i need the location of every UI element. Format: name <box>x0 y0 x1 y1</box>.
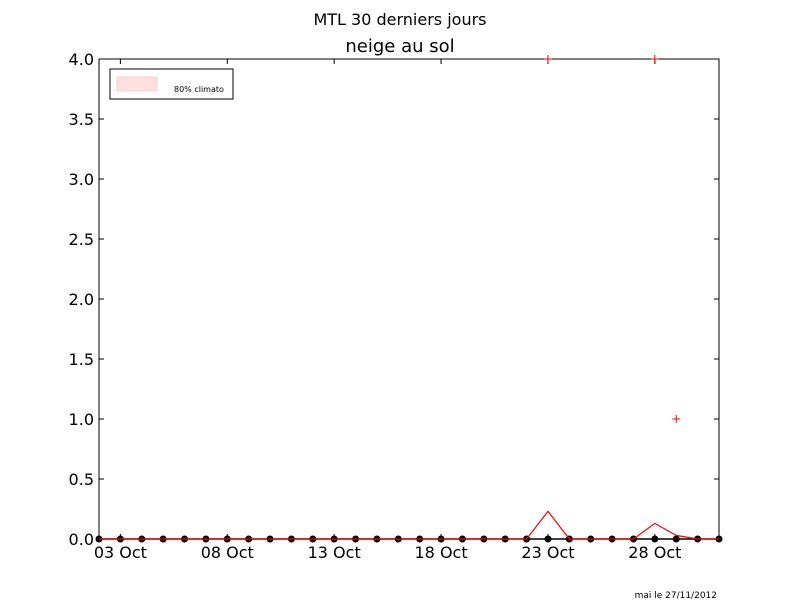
x-tick-label: 13 Oct <box>308 543 361 562</box>
observed-point <box>651 535 659 543</box>
chart-suptitle: MTL 30 derniers jours <box>313 10 487 29</box>
plot-frame <box>98 58 720 540</box>
y-tick-label: 3.0 <box>69 170 94 189</box>
x-tick-label: 08 Oct <box>201 543 254 562</box>
x-tick-label: 18 Oct <box>415 543 468 562</box>
extreme-marker <box>672 415 681 423</box>
observed-point <box>672 535 680 543</box>
y-tick-label: 2.5 <box>69 230 94 249</box>
y-tick-label: 0.0 <box>69 530 94 549</box>
y-tick-label: 4.0 <box>69 50 94 69</box>
y-tick-label: 1.0 <box>69 410 94 429</box>
footer-timestamp: mai le 27/11/2012 <box>634 591 717 601</box>
series-layer <box>95 55 723 543</box>
climato-line <box>99 510 719 540</box>
extreme-marker <box>543 55 552 63</box>
observed-point <box>544 535 552 543</box>
legend-swatch <box>116 76 158 92</box>
chart-title: neige au sol <box>345 36 455 57</box>
x-tick-label: 23 Oct <box>521 543 574 562</box>
extreme-marker <box>650 55 659 63</box>
y-tick-label: 2.0 <box>69 290 94 309</box>
x-tick-label: 28 Oct <box>628 543 681 562</box>
y-tick-label: 0.5 <box>69 470 94 489</box>
legend: 80% climato <box>109 68 234 100</box>
legend-label: 80% climato <box>174 85 224 94</box>
y-tick-label: 3.5 <box>69 110 94 129</box>
y-tick-label: 1.5 <box>69 350 94 369</box>
axes-layer: 0.0 0.5 1.0 1.5 2.0 2.5 3.0 3.5 4.0 03 Oct 08 Oct 1… <box>69 50 720 562</box>
x-tick-label: 03 Oct <box>94 543 147 562</box>
